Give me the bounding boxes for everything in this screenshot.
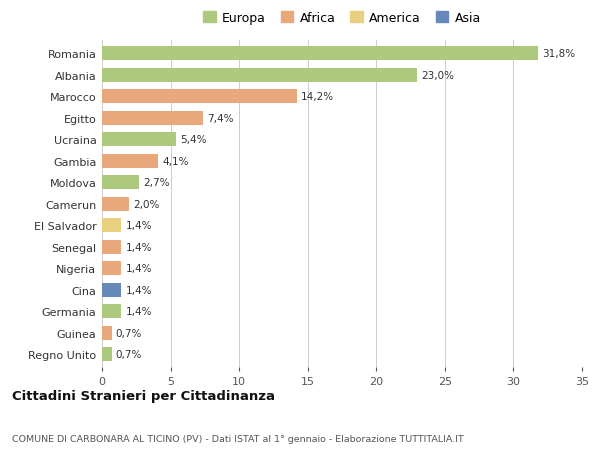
Text: 31,8%: 31,8%: [542, 49, 575, 59]
Text: 2,0%: 2,0%: [134, 199, 160, 209]
Bar: [102, 112, 203, 125]
Bar: [102, 197, 130, 211]
Text: 2,7%: 2,7%: [143, 178, 170, 188]
Text: 1,4%: 1,4%: [125, 285, 152, 295]
Text: COMUNE DI CARBONARA AL TICINO (PV) - Dati ISTAT al 1° gennaio - Elaborazione TUT: COMUNE DI CARBONARA AL TICINO (PV) - Dat…: [12, 434, 464, 442]
Text: 1,4%: 1,4%: [125, 263, 152, 274]
Text: 4,1%: 4,1%: [163, 157, 189, 166]
Text: 0,7%: 0,7%: [116, 328, 142, 338]
Text: 1,4%: 1,4%: [125, 221, 152, 231]
Bar: [102, 154, 158, 168]
Bar: [102, 47, 538, 61]
Text: Cittadini Stranieri per Cittadinanza: Cittadini Stranieri per Cittadinanza: [12, 389, 275, 403]
Text: 0,7%: 0,7%: [116, 349, 142, 359]
Bar: [102, 304, 121, 319]
Bar: [102, 326, 112, 340]
Bar: [102, 90, 297, 104]
Bar: [102, 262, 121, 275]
Bar: [102, 176, 139, 190]
Text: 1,4%: 1,4%: [125, 242, 152, 252]
Bar: [102, 133, 176, 147]
Text: 14,2%: 14,2%: [301, 92, 334, 102]
Text: 23,0%: 23,0%: [422, 71, 455, 81]
Bar: [102, 283, 121, 297]
Bar: [102, 219, 121, 233]
Bar: [102, 347, 112, 361]
Legend: Europa, Africa, America, Asia: Europa, Africa, America, Asia: [203, 11, 481, 25]
Bar: [102, 69, 418, 83]
Text: 7,4%: 7,4%: [208, 113, 234, 123]
Text: 1,4%: 1,4%: [125, 307, 152, 316]
Bar: [102, 240, 121, 254]
Text: 5,4%: 5,4%: [180, 135, 206, 145]
